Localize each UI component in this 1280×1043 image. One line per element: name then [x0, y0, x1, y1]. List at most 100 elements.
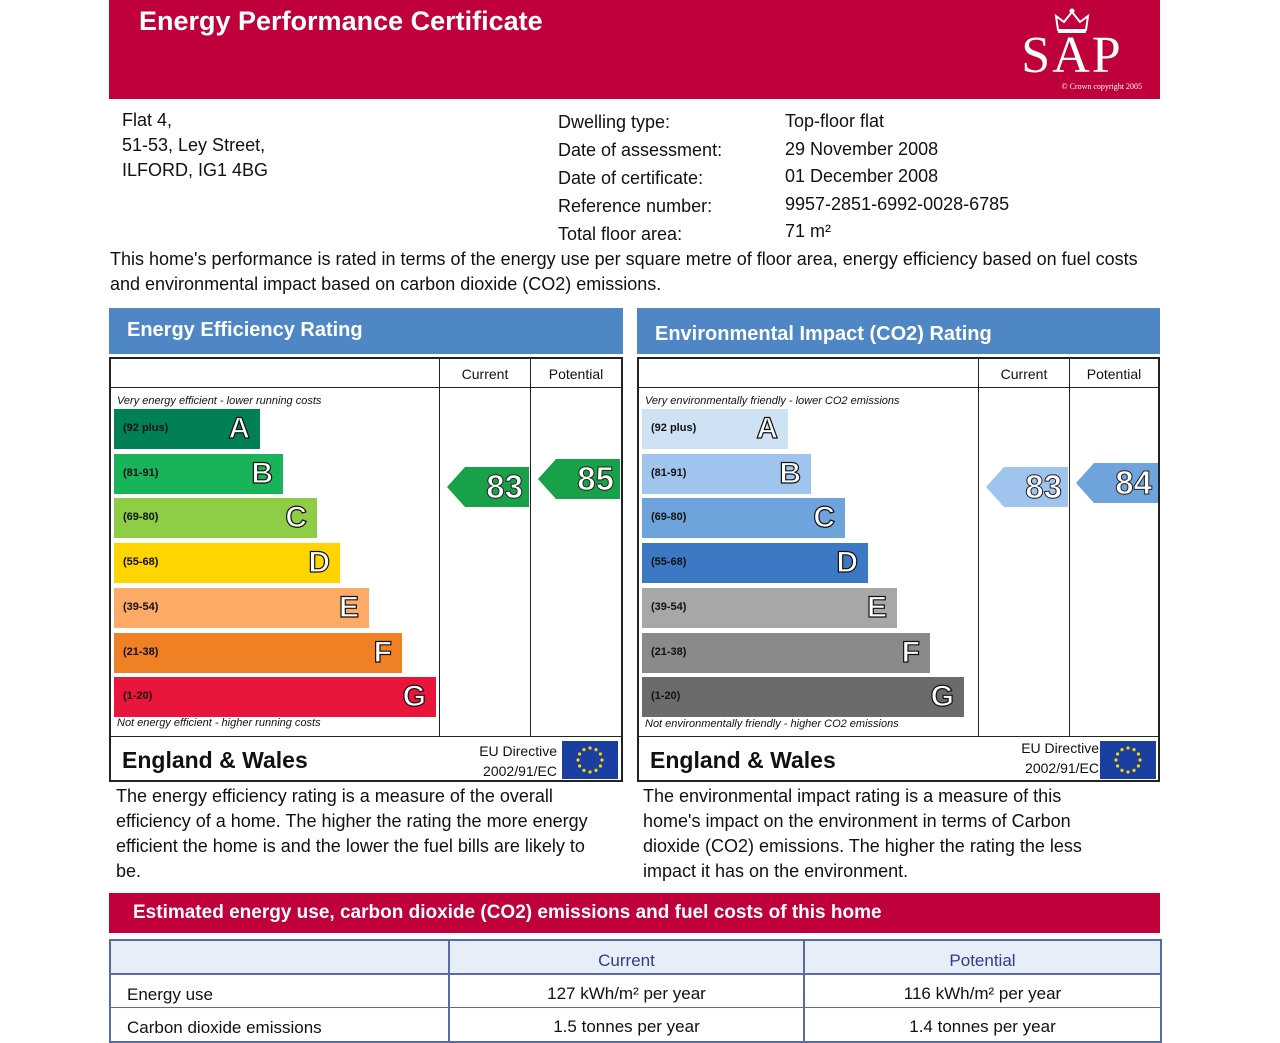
band-range: (1-20) [651, 690, 681, 703]
env-bottom-note: Not environmentally friendly - higher CO… [645, 718, 899, 730]
band-letter: B [779, 456, 802, 490]
energy-current-score: 83 [486, 468, 524, 506]
details-values: Top-floor flat 29 November 2008 01 Decem… [785, 108, 1009, 246]
env-eu-directive: EU Directive 2002/91/EC [989, 738, 1099, 778]
estimate-table: Current Potential Energy use 127 kWh/m² … [109, 939, 1162, 1043]
band-range: (92 plus) [651, 422, 697, 434]
env-band-e: (39-54) E [642, 587, 897, 628]
env-panel-title: Environmental Impact (CO2) Rating [637, 308, 1160, 354]
band-range: (81-91) [651, 466, 687, 479]
detail-label: Total floor area: [558, 224, 683, 244]
energy-current-arrow: 83 [447, 467, 529, 507]
env-panel-title-text: Environmental Impact (CO2) Rating [655, 323, 992, 345]
band-letter: A [228, 411, 251, 445]
energy-band-f: (21-38) F [114, 632, 402, 673]
env-current-arrow-body [1004, 467, 1068, 507]
band-letter: B [251, 456, 274, 490]
table-row-label: Carbon dioxide emissions [127, 1018, 322, 1037]
band-range: (39-54) [651, 600, 687, 613]
detail-value: 71 m² [785, 221, 832, 241]
address-line: ILFORD, IG1 4BG [122, 160, 269, 180]
env-band-f: (21-38) F [642, 632, 930, 673]
env-description: The environmental impact rating is a mea… [643, 786, 1082, 881]
env-band-d: (55-68) D [642, 543, 868, 584]
sap-copyright: © Crown copyright 2005 [1061, 82, 1142, 91]
band-range: (92 plus) [123, 422, 169, 434]
detail-label: Date of assessment: [558, 140, 723, 160]
band-range: (55-68) [651, 556, 687, 569]
address-line: 51-53, Ley Street, [122, 135, 266, 155]
env-current-arrow: 83 [986, 467, 1068, 507]
energy-bottom-note: Not energy efficient - higher running co… [117, 717, 321, 729]
detail-label: Date of certificate: [558, 168, 704, 188]
details-labels: Dwelling type: Date of assessment: Date … [558, 108, 722, 248]
energy-potential-arrow-tip [538, 459, 556, 499]
energy-col-current: Current [461, 366, 509, 382]
address-line: Flat 4, [122, 110, 173, 130]
energy-current-arrow-tip [447, 467, 465, 507]
eu-directive-code: 2002/91/EC [483, 763, 557, 779]
table-cell: 127 kWh/m² per year [547, 984, 706, 1003]
band-letter: C [285, 501, 308, 535]
detail-value: 9957-2851-6992-0028-6785 [785, 193, 1010, 214]
energy-eu-directive: EU Directive 2002/91/EC [451, 741, 557, 781]
env-current-arrow-tip [986, 467, 1004, 507]
table-cell: 1.5 tonnes per year [553, 1017, 700, 1036]
band-letter: A [756, 411, 779, 445]
estimate-col-current: Current [598, 951, 655, 970]
band-letter: D [836, 545, 859, 580]
env-rating-panel: Current Potential Very environmentally f… [637, 357, 1160, 782]
band-letter: F [901, 635, 921, 669]
eu-stars-icon [1114, 746, 1142, 774]
band-range: (81-91) [123, 466, 159, 479]
energy-rating-panel: Current Potential Very energy efficient … [109, 357, 623, 782]
energy-band-a: (92 plus) A [114, 409, 260, 449]
env-band-c: (69-80) C [642, 498, 845, 539]
band-letter: E [866, 590, 887, 624]
band-range: (39-54) [123, 600, 159, 613]
energy-description: The energy efficiency rating is a measur… [116, 786, 588, 881]
energy-band-e: (39-54) E [114, 587, 369, 628]
band-letter: G [930, 680, 955, 714]
eu-stars-icon [576, 746, 604, 774]
detail-value: 01 December 2008 [785, 166, 939, 186]
band-range: (1-20) [123, 690, 153, 703]
band-letter: E [338, 590, 359, 624]
env-col-current: Current [1000, 366, 1048, 382]
band-range: (69-80) [123, 511, 159, 524]
detail-value: Top-floor flat [785, 111, 885, 131]
env-band-g: (1-20) G [642, 677, 964, 718]
env-band-b: (81-91) B [642, 453, 811, 494]
estimate-title: Estimated energy use, carbon dioxide (CO… [133, 902, 882, 923]
env-region: England & Wales [650, 747, 836, 773]
energy-band-d: (55-68) D [114, 543, 340, 584]
env-current-score: 83 [1025, 468, 1063, 506]
estimate-col-potential: Potential [949, 951, 1016, 970]
estimate-table-header-row [111, 941, 1160, 975]
energy-band-b: (81-91) B [114, 453, 283, 494]
detail-label: Dwelling type: [558, 112, 671, 132]
energy-current-arrow-body [465, 467, 529, 507]
band-letter: D [308, 545, 331, 580]
eu-flag-icon [1100, 741, 1156, 779]
eu-directive-label: EU Directive [479, 743, 557, 759]
band-letter: F [373, 635, 393, 669]
band-letter: G [402, 680, 427, 714]
band-range: (55-68) [123, 556, 159, 569]
energy-region: England & Wales [122, 747, 308, 773]
energy-potential-score: 85 [577, 460, 615, 498]
sap-logo: SAP © Crown copyright 2005 [1002, 4, 1142, 94]
band-range: (21-38) [651, 645, 687, 658]
band-letter: C [813, 501, 836, 535]
page-title: Energy Performance Certificate [139, 6, 543, 36]
detail-label: Reference number: [558, 196, 713, 216]
sap-logo-text: SAP [1021, 27, 1123, 84]
energy-band-g: (1-20) G [114, 677, 436, 718]
table-row-label: Energy use [127, 985, 213, 1004]
certificate-header: Energy Performance Certificate SAP © Cro… [109, 0, 1160, 99]
energy-panel-title-text: Energy Efficiency Rating [127, 319, 363, 341]
estimate-header: Estimated energy use, carbon dioxide (CO… [109, 893, 1160, 933]
env-potential-arrow-body [1094, 463, 1158, 503]
band-range: (69-80) [651, 511, 687, 524]
env-band-a: (92 plus) A [642, 409, 788, 449]
